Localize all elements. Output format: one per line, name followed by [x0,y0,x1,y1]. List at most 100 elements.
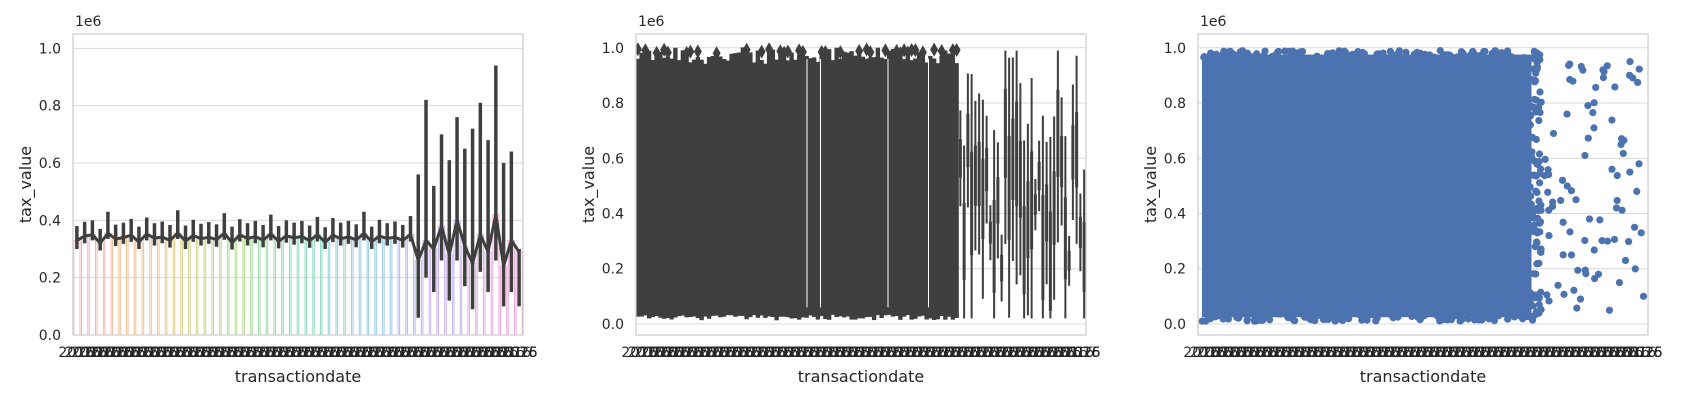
x-tick-label: 2016 [711,345,747,361]
axes-frame [72,33,524,336]
point [1558,176,1567,184]
point [1532,270,1540,278]
x-tick-label: 2016 [1505,345,1541,361]
box [913,58,918,319]
x-tick-label: 2016 [795,345,831,361]
mean-link [486,214,498,253]
x-tick-label: 2016 [975,345,1011,361]
box [793,59,798,319]
point [1543,291,1551,299]
box [789,52,794,319]
bar [329,234,337,335]
bar [158,236,166,335]
flier [636,42,642,57]
box [830,60,836,315]
y-tick-label: 0.2 [1164,262,1186,278]
point [1293,49,1302,57]
x-tick-label: 2016 [406,345,442,361]
x-tick-label: 2016 [1241,345,1277,361]
x-tick-label: 2016 [769,345,805,361]
point [1517,310,1525,319]
x-tick-label: 2016 [489,345,525,361]
point [1466,51,1474,59]
mean-link [254,235,264,242]
box [1015,101,1019,206]
mean-link [340,235,349,241]
x-tick-label: 2016 [737,345,773,361]
x-tick-label: 2016 [666,345,702,361]
x-tick-label: 2016 [917,345,953,361]
x-tick-label: 2016 [1415,345,1451,361]
point [1233,313,1241,322]
point [1530,95,1539,103]
x-tick-label: 2016 [859,345,895,361]
point [1545,297,1553,305]
box [992,199,996,293]
point [1356,50,1364,59]
point [1613,196,1621,205]
x-tick-label: 2016 [1228,345,1264,361]
mean-link [176,231,187,243]
axes-frame [1197,33,1649,336]
x-tick-label: 2016 [1357,345,1393,361]
box [834,47,839,318]
mean-link [447,220,459,256]
box [898,48,903,320]
mean-link [230,233,241,244]
box [781,48,787,317]
box [1030,151,1034,250]
point [1536,55,1544,64]
x-tick-label: 2016 [647,345,683,361]
box [946,53,952,317]
x-tick-label: 2016 [1518,345,1554,361]
x-tick-label: 2016 [1543,345,1579,361]
x-tick-label: 2016 [1363,345,1399,361]
x-tick-label: 2016 [1267,345,1303,361]
x-tick-label: 2016 [1537,345,1573,361]
y-tick-label: 0.8 [602,96,624,112]
point [1226,47,1234,55]
point [1603,237,1612,245]
mean-link [107,232,117,241]
x-tick-label: 2016 [1531,345,1567,361]
point [1328,49,1337,57]
x-tick-label: 2016 [1001,345,1037,361]
point [1613,171,1621,180]
mean-link [91,233,102,245]
x-tick-label: 2016 [277,345,313,361]
point [1621,256,1630,265]
box [796,54,802,320]
y-tick-label: 0.6 [39,156,61,172]
x-tick-label: 2016 [1273,345,1309,361]
box [778,52,783,317]
box [658,51,663,318]
box [1011,118,1015,200]
point [1615,278,1624,287]
bar [383,237,391,335]
bar [267,233,275,335]
x-tick-label: 2016 [1428,345,1464,361]
mean-link [208,235,217,241]
x-tick-label: 2016 [58,345,94,361]
x-tick-label: 2016 [232,345,268,361]
box [1048,211,1052,311]
x-tick-label: 2016 [1370,345,1406,361]
point [1582,270,1590,278]
point [1339,310,1347,318]
point [1312,53,1321,61]
x-tick-label: 2016 [621,345,657,361]
point [1220,47,1228,55]
y-offset-text: 1e6 [638,14,665,30]
x-tick-label: 2016 [110,345,146,361]
point [1375,50,1383,58]
box [988,221,992,244]
x-tick-label: 2016 [686,345,722,361]
x-tick-label: 25 [1083,345,1101,361]
point [1637,229,1645,237]
point [1372,317,1380,325]
x-tick-label: 2016 [245,345,281,361]
x-tick-label: 2016 [911,345,947,361]
x-tick-label: 2016 [116,345,152,361]
point [1559,251,1567,259]
point [1531,108,1540,116]
